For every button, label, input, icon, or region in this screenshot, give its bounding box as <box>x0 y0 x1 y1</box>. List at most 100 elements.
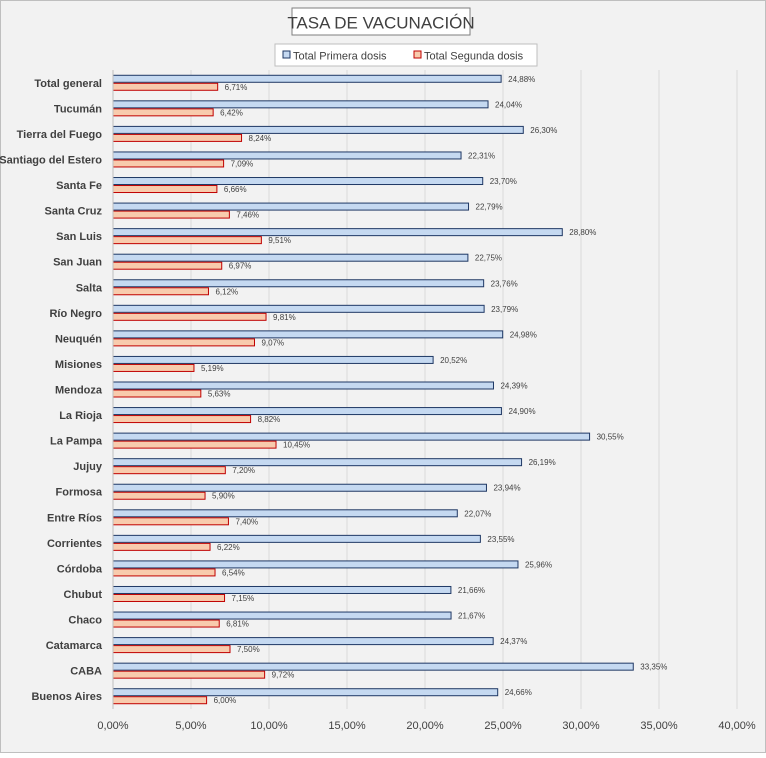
bar-segunda-dosis <box>112 466 226 475</box>
x-tick-label: 10,00% <box>250 720 288 732</box>
y-tick-label: Entre Ríos <box>47 512 102 524</box>
y-tick-label: Chaco <box>68 615 102 627</box>
bar-primera-dosis <box>112 509 458 518</box>
bar-segunda-dosis <box>112 645 231 654</box>
bar-segunda-dosis <box>112 108 214 117</box>
data-label: 9,72% <box>272 671 295 680</box>
y-axis: Total general Tucumán Tierra del Fuego Sant… <box>0 70 114 709</box>
data-label: 20,52% <box>440 356 467 365</box>
y-tick-label: La Rioja <box>59 410 103 422</box>
bar-primera-dosis <box>112 74 502 83</box>
y-tick-label: La Pampa <box>50 436 103 448</box>
data-label: 6,00% <box>214 696 237 705</box>
bar-primera-dosis <box>112 202 470 211</box>
x-tick-label: 30,00% <box>562 720 600 732</box>
data-label: 6,42% <box>220 108 243 117</box>
bar-segunda-dosis <box>112 261 223 270</box>
y-tick-label: Catamarca <box>46 640 103 652</box>
bar-primera-dosis <box>112 330 504 339</box>
bar-segunda-dosis <box>112 133 243 142</box>
bar-segunda-dosis <box>112 236 262 245</box>
bar-primera-dosis <box>112 662 634 671</box>
x-tick-label: 20,00% <box>406 720 444 732</box>
legend-swatch <box>413 50 422 59</box>
bar-segunda-dosis <box>112 338 255 347</box>
y-tick-label: Mendoza <box>55 385 103 397</box>
data-label: 9,07% <box>261 338 284 347</box>
bar-segunda-dosis <box>112 568 216 577</box>
data-label: 6,12% <box>215 287 238 296</box>
bar-segunda-dosis <box>112 696 208 705</box>
y-tick-label: Santa Fe <box>56 180 102 192</box>
bar-primera-dosis <box>112 355 434 364</box>
x-tick-label: 15,00% <box>328 720 366 732</box>
data-label: 10,45% <box>283 441 310 450</box>
data-label: 23,76% <box>491 279 518 288</box>
bar-segunda-dosis <box>112 287 209 296</box>
x-tick-label: 35,00% <box>640 720 678 732</box>
data-label: 5,19% <box>201 364 224 373</box>
data-label: 7,50% <box>237 645 260 654</box>
data-label: 24,66% <box>505 688 532 697</box>
data-label: 23,79% <box>491 305 518 314</box>
bar-segunda-dosis <box>112 82 219 91</box>
bar-segunda-dosis <box>112 389 202 398</box>
data-label: 24,98% <box>510 330 537 339</box>
bar-segunda-dosis <box>112 363 195 372</box>
y-tick-label: Chubut <box>64 589 103 601</box>
bar-segunda-dosis <box>112 670 266 679</box>
data-label: 6,54% <box>222 568 245 577</box>
bar-primera-dosis <box>112 432 591 441</box>
data-label: 23,55% <box>487 535 514 544</box>
bar-segunda-dosis <box>112 619 220 628</box>
y-tick-label: Neuquén <box>55 333 102 345</box>
bar-primera-dosis <box>112 560 519 569</box>
data-label: 25,96% <box>525 560 552 569</box>
data-label: 7,09% <box>231 159 254 168</box>
data-label: 24,88% <box>508 75 535 84</box>
data-label: 22,31% <box>468 151 495 160</box>
bar-primera-dosis <box>112 253 469 262</box>
x-tick-label: 0,00% <box>97 720 128 732</box>
data-label: 9,51% <box>268 236 291 245</box>
bar-primera-dosis <box>112 381 494 390</box>
data-labels: 24,88% 6,71% 24,04% 6,42% 26,30% 8,24% 22,31% 7… <box>201 75 667 705</box>
legend: Total Primera dosis Total Segunda dosis <box>274 43 538 67</box>
data-label: 6,66% <box>224 185 247 194</box>
bar-primera-dosis <box>112 177 484 186</box>
bar-segunda-dosis <box>112 415 252 424</box>
y-tick-label: Total general <box>34 78 102 90</box>
bar-primera-dosis <box>112 483 487 492</box>
bar-segunda-dosis <box>112 159 225 168</box>
y-tick-label: Misiones <box>55 359 102 371</box>
data-label: 6,97% <box>229 262 252 271</box>
y-tick-label: San Juan <box>53 257 102 269</box>
legend-swatch <box>282 50 291 59</box>
y-tick-label: Tucumán <box>54 103 102 115</box>
bar-segunda-dosis <box>112 542 211 551</box>
data-label: 23,70% <box>490 177 517 186</box>
bar-segunda-dosis <box>112 210 230 219</box>
y-tick-label: Río Negro <box>49 308 102 320</box>
data-label: 21,67% <box>458 612 485 621</box>
y-tick-label: Corrientes <box>47 538 102 550</box>
y-tick-label: San Luis <box>56 231 102 243</box>
x-tick-label: 5,00% <box>175 720 206 732</box>
data-label: 24,39% <box>500 382 527 391</box>
data-label: 7,15% <box>232 594 255 603</box>
data-label: 22,07% <box>464 509 491 518</box>
data-label: 24,04% <box>495 100 522 109</box>
bar-segunda-dosis <box>112 517 229 526</box>
bar-primera-dosis <box>112 585 452 594</box>
data-label: 7,20% <box>232 466 255 475</box>
data-label: 30,55% <box>597 433 624 442</box>
y-tick-label: CABA <box>70 666 102 678</box>
data-label: 33,35% <box>640 663 667 672</box>
data-label: 6,71% <box>225 83 248 92</box>
data-label: 9,81% <box>273 313 296 322</box>
data-label: 6,81% <box>226 620 249 629</box>
data-label: 26,30% <box>530 126 557 135</box>
chart-title: TASA DE VACUNACIÓN <box>287 14 474 33</box>
bar-segunda-dosis <box>112 185 218 194</box>
